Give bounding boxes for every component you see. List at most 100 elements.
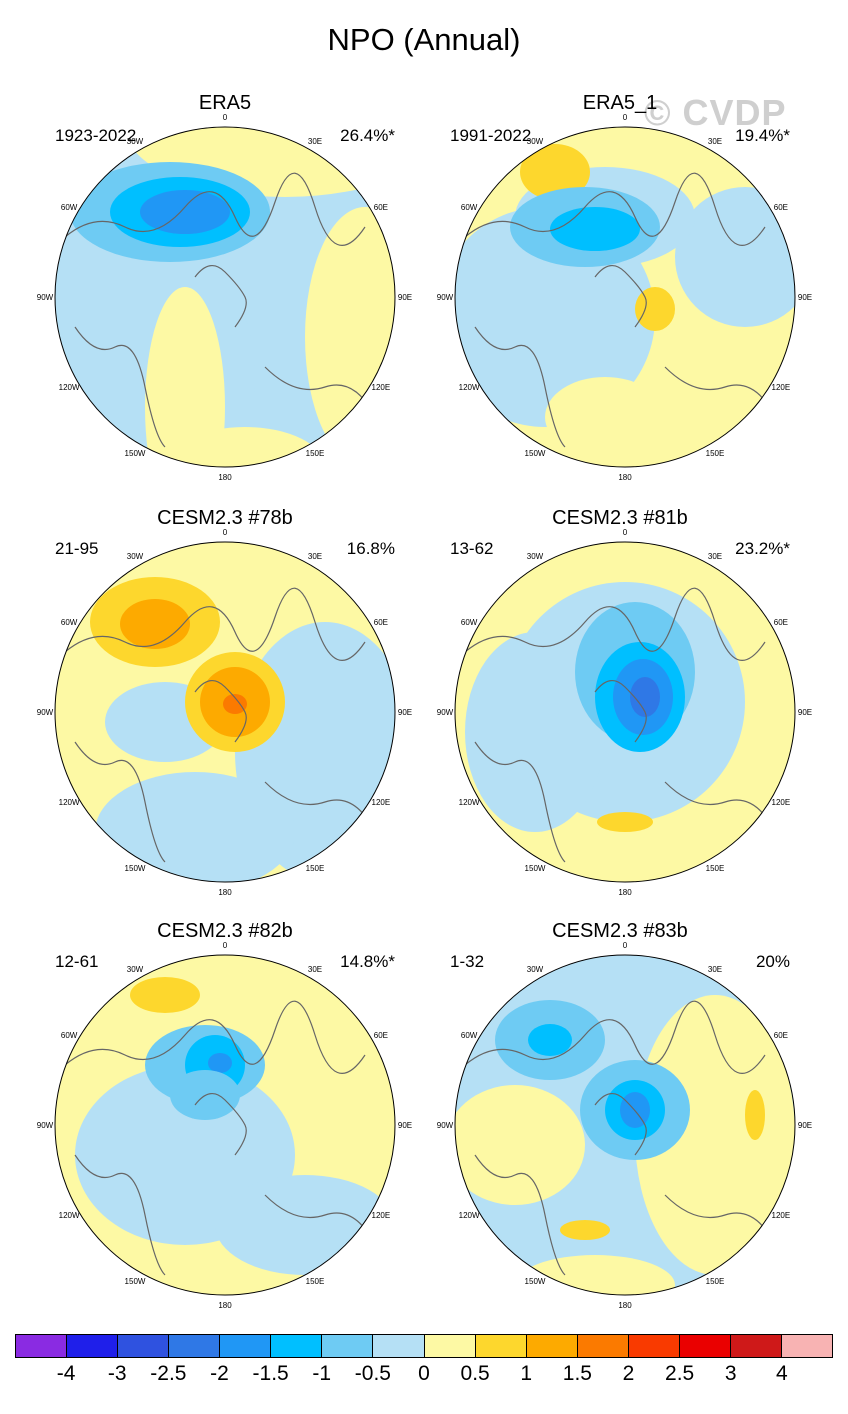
colorbar-swatch xyxy=(424,1335,476,1357)
lon-label: 120W xyxy=(59,798,80,807)
variance-pct: 23.2%* xyxy=(735,539,790,558)
panel-title: ERA5_1 xyxy=(582,92,658,114)
panel-title: ERA5 xyxy=(198,92,252,114)
lon-label: 180 xyxy=(618,888,632,897)
lon-label: 90W xyxy=(37,708,54,717)
lon-label: 60E xyxy=(774,1031,788,1040)
lon-label: 30E xyxy=(308,137,322,146)
anomaly-contour xyxy=(145,287,225,467)
colorbar-tick-label: -3 xyxy=(107,1362,127,1385)
lon-label: 0 xyxy=(223,941,228,950)
anomaly-contour xyxy=(455,1085,585,1205)
lon-label: 120E xyxy=(772,1211,791,1220)
anomaly-contour xyxy=(140,190,230,234)
panel-cesm-78b: CESM2.3 #78b 21-95 16.8% xyxy=(55,505,455,905)
polar-map: 180 150E 120E 90E 60E 30E 0 30W 60W 90W 120W 150W xyxy=(437,941,812,1310)
colorbar-tick-label: 2.5 xyxy=(665,1362,695,1385)
colorbar-swatch xyxy=(679,1335,731,1357)
lon-label: 90W xyxy=(437,708,454,717)
anomaly-contour xyxy=(597,812,653,832)
lon-label: 0 xyxy=(623,528,628,537)
panel-era5-1: ERA5_1 1991-2022 19.4%* xyxy=(450,90,848,490)
variance-pct: 19.4%* xyxy=(735,126,790,145)
period-label: 12-61 xyxy=(55,952,99,971)
lon-label: 150W xyxy=(125,864,146,873)
lon-label: 60W xyxy=(61,1031,78,1040)
period-label: 1991-2022 xyxy=(450,126,532,145)
colorbar-tick-label: 0 xyxy=(418,1362,430,1385)
anomaly-contour xyxy=(545,377,665,457)
lon-label: 120W xyxy=(459,1211,480,1220)
panel-era5: ERA5 1923-2022 26.4%* xyxy=(55,90,455,490)
colorbar-swatch xyxy=(475,1335,527,1357)
anomaly-contour xyxy=(95,772,295,882)
colorbar-swatch xyxy=(16,1335,68,1357)
panel-title: CESM2.3 #83b xyxy=(552,920,688,942)
lon-label: 60W xyxy=(461,203,478,212)
colorbar-tick-label: 4 xyxy=(776,1362,788,1385)
lon-label: 150E xyxy=(306,864,325,873)
lon-label: 30W xyxy=(527,137,544,146)
colorbar-swatch xyxy=(730,1335,782,1357)
lon-label: 60W xyxy=(61,618,78,627)
colorbar-swatch xyxy=(118,1335,170,1357)
panel-cesm-82b: CESM2.3 #82b 12-61 14.8%* xyxy=(55,918,455,1318)
lon-label: 30E xyxy=(308,965,322,974)
lon-label: 30W xyxy=(527,965,544,974)
lon-label: 90W xyxy=(437,293,454,302)
map-boundary xyxy=(54,541,396,883)
colorbar-swatch xyxy=(526,1335,578,1357)
lon-label: 60E xyxy=(374,618,388,627)
colorbar-swatch xyxy=(271,1335,323,1357)
colorbar-tick-label: -2 xyxy=(210,1362,229,1385)
figure-title: NPO (Annual) xyxy=(327,22,521,57)
anomaly-contour xyxy=(550,207,640,251)
lon-label: 60E xyxy=(774,203,788,212)
colorbar-tick-label: 1 xyxy=(520,1362,533,1385)
lon-label: 0 xyxy=(623,113,628,122)
lon-label: 30E xyxy=(708,552,722,561)
anomaly-contour xyxy=(120,599,190,649)
lon-label: 30W xyxy=(127,965,144,974)
anomaly-contour xyxy=(130,977,200,1013)
colorbar-tick-label: -1.5 xyxy=(252,1362,289,1385)
lon-label: 150W xyxy=(125,1277,146,1286)
period-label: 1-32 xyxy=(450,952,485,971)
lon-label: 180 xyxy=(218,1301,232,1310)
anomaly-contour xyxy=(305,207,395,467)
colorbar-swatch xyxy=(322,1335,374,1357)
variance-pct: 26.4%* xyxy=(340,126,395,145)
panel-title: CESM2.3 #78b xyxy=(157,507,293,529)
colorbar-labels: -4 -3 -2.5 -2 -1.5 -1 -0.5 0 0.5 1 1.5 2 2.5 3 4 xyxy=(15,1362,833,1390)
lon-label: 180 xyxy=(218,473,232,482)
lon-label: 120E xyxy=(372,798,391,807)
lon-label: 60E xyxy=(374,1031,388,1040)
coastline xyxy=(64,172,376,448)
cvdp-watermark: © CVDP xyxy=(644,92,787,133)
anomaly-contour xyxy=(675,187,795,327)
lon-label: 60E xyxy=(774,618,788,627)
lon-label: 120W xyxy=(459,798,480,807)
coastline xyxy=(464,172,776,448)
anomaly-contour xyxy=(215,1175,395,1275)
lon-label: 150W xyxy=(525,449,546,458)
lon-label: 150E xyxy=(706,449,725,458)
anomaly-contour xyxy=(165,427,325,467)
lon-label: 30W xyxy=(127,137,144,146)
lon-label: 90W xyxy=(37,1121,54,1130)
panel-title: CESM2.3 #82b xyxy=(157,920,293,942)
colorbar-swatch xyxy=(220,1335,272,1357)
lon-label: 30W xyxy=(127,552,144,561)
colorbar-tick-label: -2.5 xyxy=(150,1362,187,1385)
map-boundary xyxy=(454,954,796,1296)
colorbar-swatch xyxy=(373,1335,425,1357)
period-label: 21-95 xyxy=(55,539,99,558)
lon-label: 150E xyxy=(306,1277,325,1286)
lon-label: 150E xyxy=(706,864,725,873)
anomaly-contour xyxy=(208,1053,232,1073)
anomaly-contour xyxy=(223,694,247,714)
colorbar-tick-label: -4 xyxy=(56,1362,76,1385)
lon-label: 90E xyxy=(798,1121,812,1130)
map-boundary xyxy=(454,126,796,468)
